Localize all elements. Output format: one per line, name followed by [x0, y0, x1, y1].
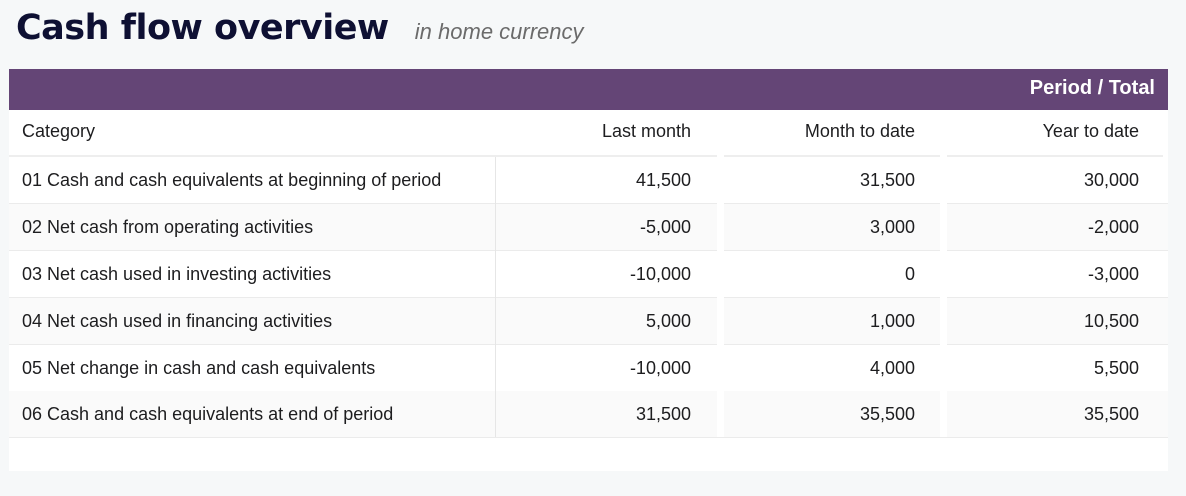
column-header-category[interactable]: Category — [22, 121, 96, 141]
row-year-to-date: -2,000 — [1087, 217, 1139, 237]
row-month-to-date: 1,000 — [869, 311, 915, 331]
row-last-month: -5,000 — [639, 217, 691, 237]
header-rule — [724, 155, 940, 157]
row-month-to-date: 4,000 — [869, 358, 915, 378]
row-last-month: 41,500 — [635, 170, 691, 190]
row-month-to-date: 3,000 — [869, 217, 915, 237]
table-row[interactable]: 06 Cash and cash equivalents at end of p… — [9, 391, 1168, 438]
column-group-label[interactable]: Period / Total — [1029, 77, 1155, 99]
row-category: 06 Cash and cash equivalents at end of p… — [22, 404, 394, 424]
header-rule — [9, 155, 495, 157]
table-row[interactable]: 03 Net cash used in investing activities… — [9, 251, 1168, 298]
row-last-month: -10,000 — [629, 264, 691, 284]
row-category: 01 Cash and cash equivalents at beginnin… — [22, 170, 442, 190]
table-row[interactable]: 02 Net cash from operating activities -5… — [9, 204, 1168, 251]
row-month-to-date: 0 — [904, 264, 915, 284]
row-month-to-date: 31,500 — [859, 170, 915, 190]
row-year-to-date: -3,000 — [1087, 264, 1139, 284]
column-gap — [940, 157, 947, 437]
cash-flow-table: Period / Total Category Last month Month… — [9, 69, 1168, 471]
page-header: Cash flow overview in home currency — [16, 8, 584, 48]
page-subtitle: in home currency — [414, 19, 584, 44]
row-year-to-date: 10,500 — [1083, 311, 1139, 331]
table-row[interactable]: 05 Net change in cash and cash equivalen… — [9, 345, 1168, 392]
row-category: 03 Net cash used in investing activities — [22, 264, 332, 284]
row-year-to-date: 30,000 — [1083, 170, 1139, 190]
row-category: 04 Net cash used in financing activities — [22, 311, 333, 331]
header-rule — [947, 155, 1163, 157]
column-header-month-to-date[interactable]: Month to date — [804, 121, 915, 141]
column-divider — [495, 157, 496, 437]
column-gap — [717, 157, 724, 437]
row-last-month: 31,500 — [635, 404, 691, 424]
table-row[interactable]: 01 Cash and cash equivalents at beginnin… — [9, 157, 1168, 204]
row-category: 02 Net cash from operating activities — [22, 217, 314, 237]
row-year-to-date: 5,500 — [1093, 358, 1139, 378]
row-month-to-date: 35,500 — [859, 404, 915, 424]
row-last-month: -10,000 — [629, 358, 691, 378]
column-header-last-month[interactable]: Last month — [601, 121, 691, 141]
row-last-month: 5,000 — [645, 311, 691, 331]
table-row[interactable]: 04 Net cash used in financing activities… — [9, 298, 1168, 345]
page-title: Cash flow overview — [16, 8, 389, 48]
row-year-to-date: 35,500 — [1083, 404, 1139, 424]
column-group-band: Period / Total — [9, 69, 1168, 110]
column-header-year-to-date[interactable]: Year to date — [1042, 121, 1139, 141]
header-rule — [495, 155, 717, 157]
row-category: 05 Net change in cash and cash equivalen… — [22, 358, 376, 378]
